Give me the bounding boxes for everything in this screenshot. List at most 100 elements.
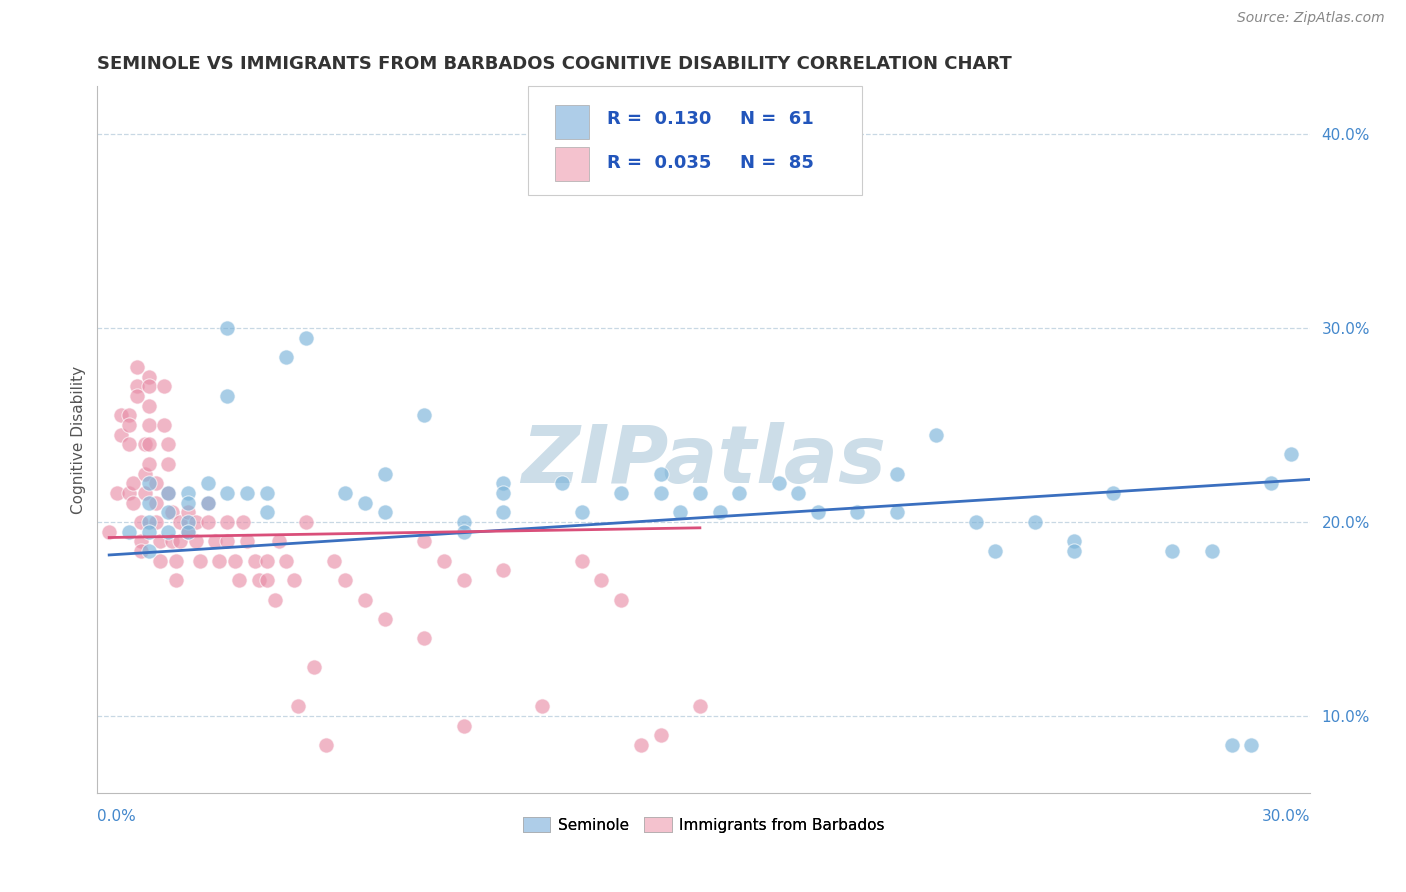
- Point: [453, 515, 475, 529]
- Point: [354, 592, 377, 607]
- Point: [160, 505, 183, 519]
- Point: [145, 515, 167, 529]
- Point: [1063, 544, 1085, 558]
- Point: [177, 515, 200, 529]
- Text: ZIPatlas: ZIPatlas: [522, 422, 886, 500]
- Point: [807, 505, 830, 519]
- Point: [335, 486, 357, 500]
- Point: [669, 505, 692, 519]
- Text: 0.0%: 0.0%: [97, 809, 136, 824]
- Point: [145, 476, 167, 491]
- Point: [984, 544, 1007, 558]
- Point: [571, 505, 593, 519]
- Point: [689, 699, 711, 714]
- Point: [247, 573, 270, 587]
- Point: [184, 515, 207, 529]
- Point: [276, 554, 298, 568]
- Point: [256, 505, 278, 519]
- Point: [169, 534, 191, 549]
- Point: [322, 554, 344, 568]
- Point: [197, 495, 219, 509]
- Point: [110, 427, 132, 442]
- Text: Source: ZipAtlas.com: Source: ZipAtlas.com: [1237, 12, 1385, 25]
- Point: [1201, 544, 1223, 558]
- Point: [110, 409, 132, 423]
- Point: [145, 495, 167, 509]
- Point: [149, 534, 172, 549]
- Point: [650, 467, 672, 481]
- Point: [610, 592, 633, 607]
- Point: [492, 564, 515, 578]
- Point: [129, 534, 152, 549]
- Point: [149, 554, 172, 568]
- Point: [217, 389, 239, 403]
- Point: [121, 476, 143, 491]
- Point: [165, 554, 187, 568]
- Point: [492, 476, 515, 491]
- Point: [315, 738, 337, 752]
- Point: [134, 486, 156, 500]
- Point: [134, 437, 156, 451]
- Point: [295, 331, 318, 345]
- Point: [1260, 476, 1282, 491]
- Point: [177, 505, 200, 519]
- Point: [138, 476, 160, 491]
- Point: [138, 515, 160, 529]
- Point: [138, 457, 160, 471]
- Point: [295, 515, 318, 529]
- Point: [846, 505, 869, 519]
- Point: [177, 495, 200, 509]
- Text: N =  61: N = 61: [740, 110, 814, 128]
- Point: [276, 350, 298, 364]
- Point: [236, 486, 259, 500]
- Point: [204, 534, 226, 549]
- Point: [153, 379, 176, 393]
- Point: [138, 418, 160, 433]
- Point: [650, 728, 672, 742]
- FancyBboxPatch shape: [554, 147, 589, 181]
- Point: [125, 379, 148, 393]
- Point: [129, 515, 152, 529]
- Point: [925, 427, 948, 442]
- Point: [453, 573, 475, 587]
- Point: [709, 505, 731, 519]
- Text: SEMINOLE VS IMMIGRANTS FROM BARBADOS COGNITIVE DISABILITY CORRELATION CHART: SEMINOLE VS IMMIGRANTS FROM BARBADOS COG…: [97, 55, 1012, 73]
- Point: [197, 476, 219, 491]
- Point: [153, 418, 176, 433]
- Point: [217, 486, 239, 500]
- Point: [453, 524, 475, 539]
- Point: [413, 409, 436, 423]
- Text: R =  0.035: R = 0.035: [607, 153, 711, 171]
- Point: [267, 534, 290, 549]
- Point: [886, 505, 908, 519]
- Point: [138, 379, 160, 393]
- Point: [188, 554, 211, 568]
- Point: [650, 486, 672, 500]
- Point: [157, 437, 180, 451]
- Point: [287, 699, 309, 714]
- Point: [138, 544, 160, 558]
- Point: [118, 418, 141, 433]
- Point: [134, 467, 156, 481]
- Point: [335, 573, 357, 587]
- Point: [630, 738, 652, 752]
- Point: [121, 495, 143, 509]
- Point: [217, 534, 239, 549]
- Text: N =  85: N = 85: [740, 153, 814, 171]
- Point: [217, 515, 239, 529]
- Point: [433, 554, 456, 568]
- Point: [138, 524, 160, 539]
- Point: [453, 718, 475, 732]
- Point: [374, 612, 396, 626]
- Point: [374, 467, 396, 481]
- Point: [138, 437, 160, 451]
- Point: [160, 534, 183, 549]
- Point: [125, 389, 148, 403]
- Point: [728, 486, 751, 500]
- Point: [118, 409, 141, 423]
- FancyBboxPatch shape: [527, 86, 862, 195]
- Y-axis label: Cognitive Disability: Cognitive Disability: [72, 366, 86, 514]
- Point: [177, 524, 200, 539]
- Point: [965, 515, 987, 529]
- Point: [256, 486, 278, 500]
